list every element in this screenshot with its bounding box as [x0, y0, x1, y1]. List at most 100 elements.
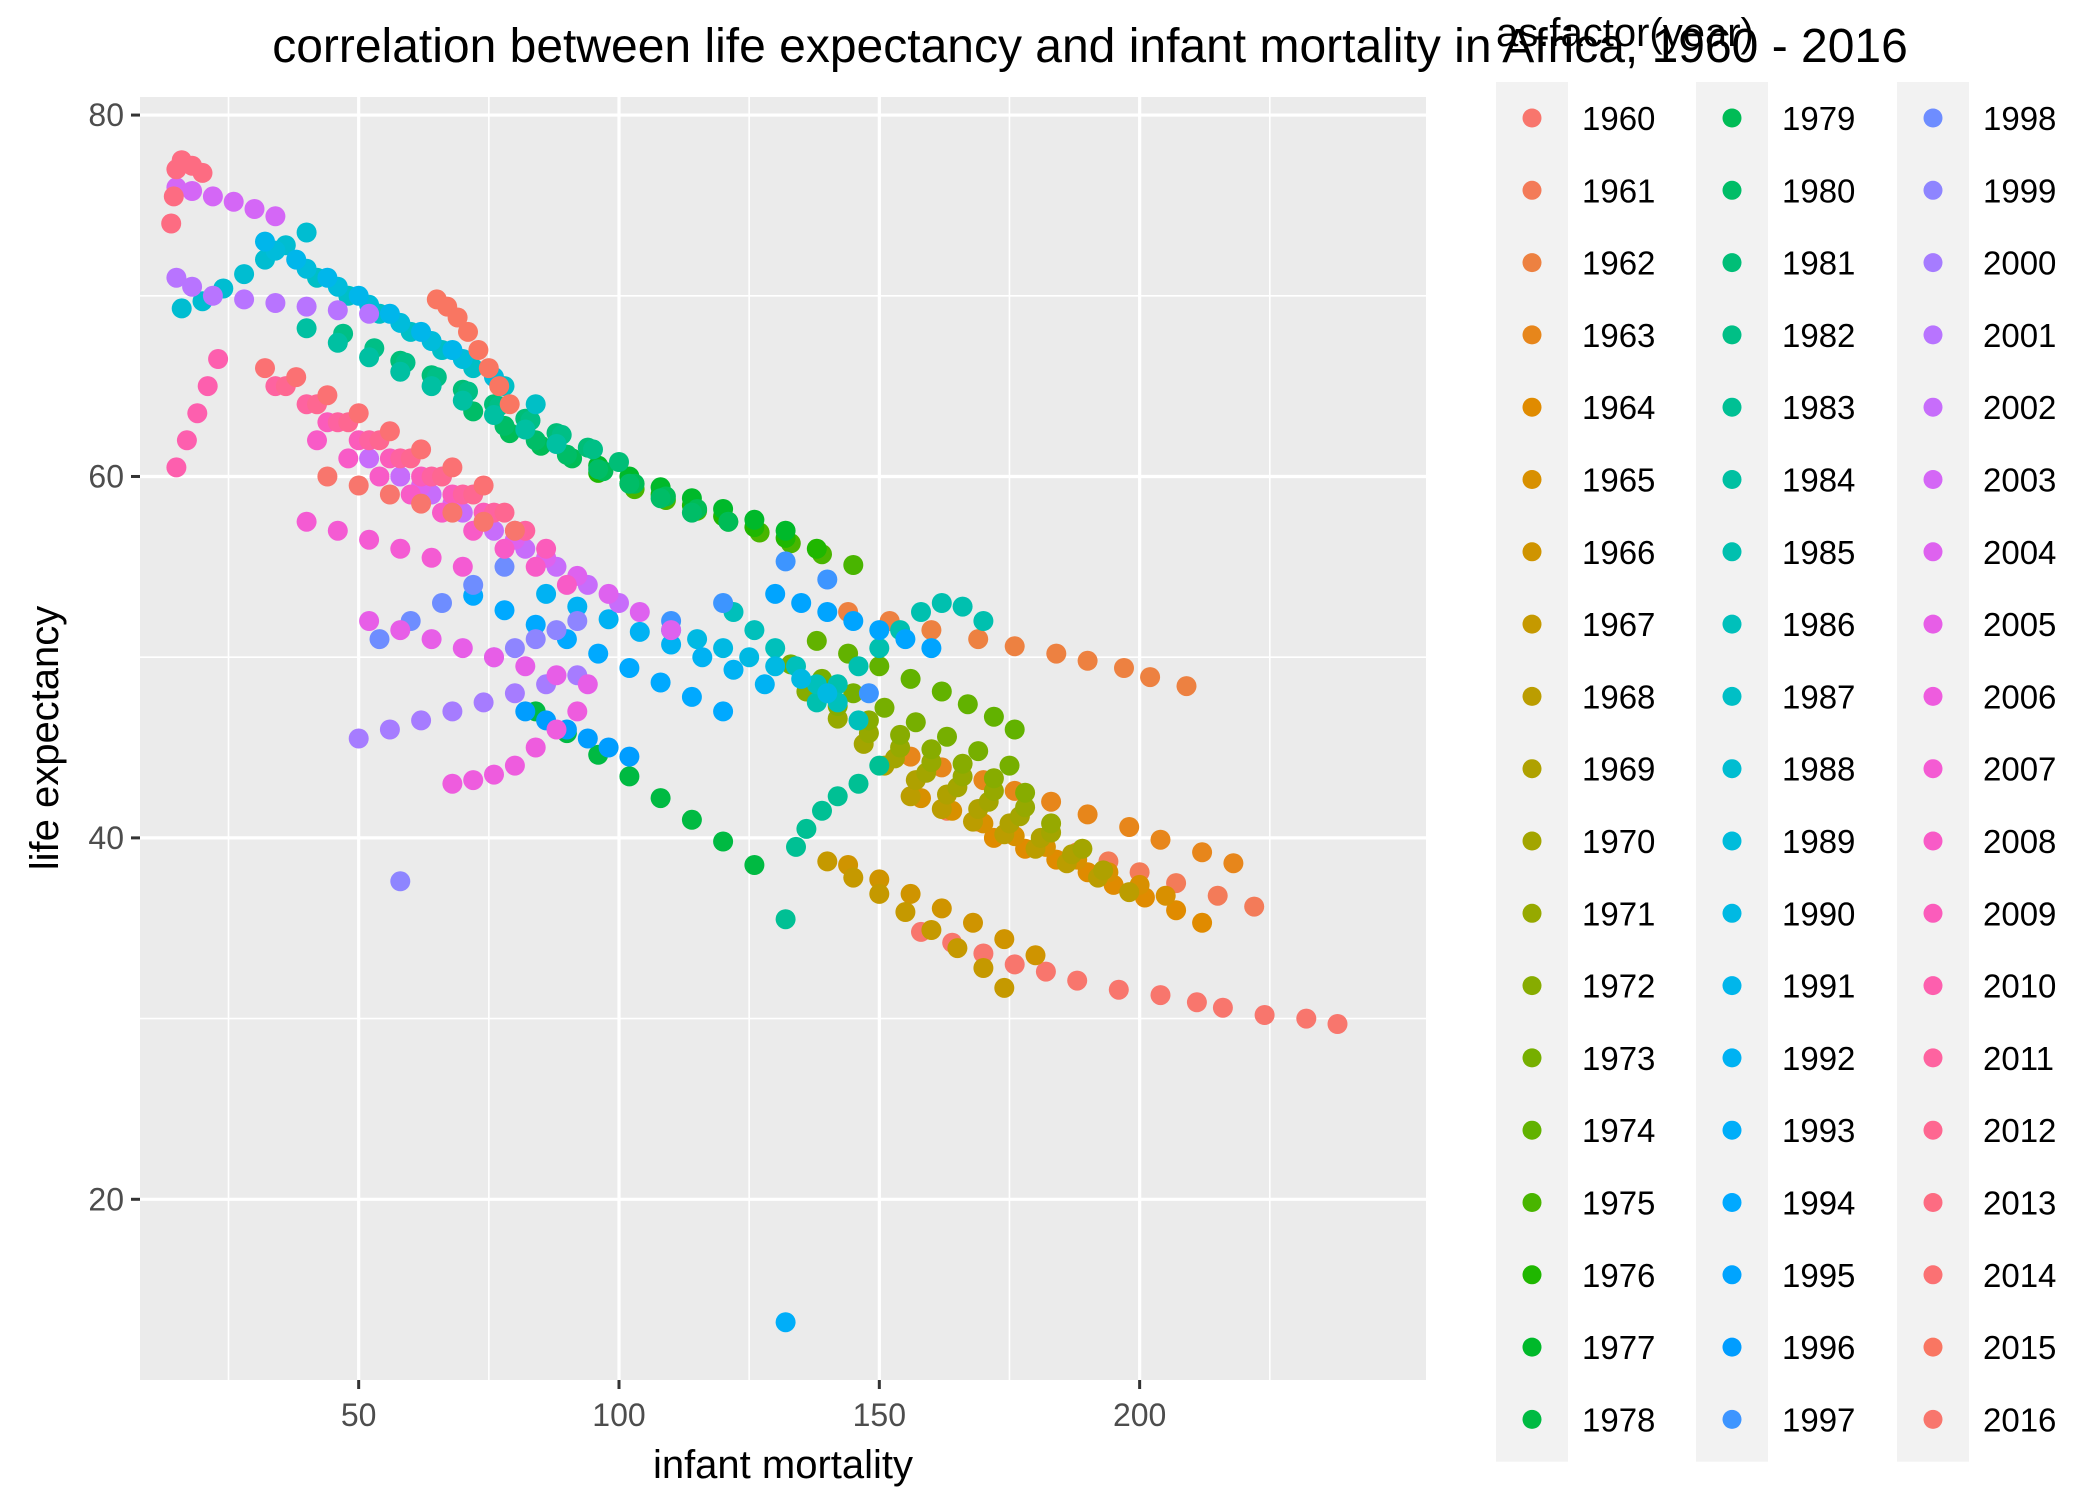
data-point-1978	[713, 831, 734, 852]
data-point-2000	[379, 719, 400, 740]
data-point-1992	[598, 609, 619, 630]
legend-key-1970	[1522, 831, 1542, 851]
data-point-1983	[775, 909, 796, 930]
legend-label-1981: 1981	[1782, 245, 1855, 282]
data-point-1994	[681, 686, 702, 707]
data-point-2008	[494, 538, 515, 559]
data-point-1973	[937, 726, 957, 747]
data-point-2006	[463, 770, 484, 791]
data-point-2008	[307, 430, 327, 451]
data-point-1972	[1015, 782, 1036, 803]
legend-key-2014	[1923, 1265, 1943, 1285]
data-point-2005	[515, 656, 536, 677]
legend-label-1984: 1984	[1782, 462, 1855, 499]
legend-label-1969: 1969	[1582, 751, 1655, 788]
data-point-1991	[317, 267, 338, 288]
data-point-1985	[848, 656, 869, 677]
data-point-2014	[317, 385, 338, 406]
data-point-2001	[296, 296, 317, 317]
legend-label-1994: 1994	[1782, 1185, 1855, 1222]
data-point-2002	[359, 448, 380, 469]
legend-label-2001: 2001	[1983, 317, 2056, 354]
data-point-1986	[765, 638, 786, 659]
legend-key-1980	[1722, 180, 1742, 200]
data-point-1980	[619, 473, 640, 494]
legend-label-1962: 1962	[1582, 245, 1655, 282]
data-point-1996	[577, 728, 598, 749]
legend-label-1996: 1996	[1782, 1329, 1855, 1366]
data-point-2008	[525, 556, 546, 577]
data-point-2001	[265, 293, 286, 313]
data-point-2008	[338, 448, 359, 469]
data-point-1983	[869, 755, 890, 776]
data-point-2013	[161, 213, 182, 234]
data-point-2003	[182, 181, 203, 201]
legend-key-2011	[1923, 1048, 1943, 1068]
legend-key-1993	[1722, 1120, 1742, 1140]
data-point-2005	[421, 629, 442, 650]
legend-label-1997: 1997	[1782, 1401, 1855, 1438]
data-point-1984	[515, 419, 536, 440]
data-point-1995	[921, 638, 942, 659]
data-point-1973	[874, 697, 895, 718]
data-point-1967	[817, 851, 838, 872]
data-point-1963	[1119, 817, 1140, 837]
data-point-2003	[202, 186, 223, 207]
data-point-1983	[796, 818, 817, 839]
data-point-2008	[556, 574, 577, 595]
data-point-1967	[895, 902, 916, 922]
data-point-1997	[775, 551, 796, 572]
data-point-2007	[296, 511, 317, 532]
legend-key-1987	[1722, 686, 1742, 706]
data-point-1994	[650, 672, 671, 693]
legend-key-1976	[1522, 1265, 1542, 1285]
data-point-1960	[1004, 954, 1025, 975]
data-point-1960	[1035, 961, 1056, 982]
legend-key-2003	[1923, 470, 1943, 489]
data-point-1969	[1093, 860, 1114, 881]
data-point-1976	[806, 538, 827, 559]
legend-key-2001	[1923, 325, 1943, 345]
data-point-1965	[1155, 885, 1176, 906]
data-point-1960	[1296, 1008, 1317, 1029]
legend-label-2003: 2003	[1983, 462, 2056, 499]
data-point-1995	[869, 620, 890, 641]
data-point-1973	[999, 755, 1020, 776]
legend: as.factor(year) 1960 1961 1962 1963 1964 1965…	[1496, 11, 2056, 1462]
legend-key-1965	[1522, 470, 1542, 489]
legend-label-1967: 1967	[1582, 606, 1655, 643]
data-point-2001	[202, 285, 223, 306]
data-point-1990	[817, 683, 838, 704]
legend-label-1986: 1986	[1782, 606, 1855, 643]
legend-label-1979: 1979	[1782, 100, 1855, 137]
legend-key-1960	[1522, 108, 1542, 128]
data-point-1960	[973, 943, 994, 964]
data-point-1994	[525, 614, 546, 635]
data-point-1992	[723, 659, 744, 680]
data-point-2010	[176, 430, 197, 451]
legend-columns: 1960 1961 1962 1963 1964 1965 1966 1967 1968 1969…	[1496, 82, 2056, 1462]
data-point-1971	[1015, 797, 1036, 818]
y-tick-label: 60	[88, 458, 124, 494]
legend-label-1973: 1973	[1582, 1040, 1655, 1077]
data-point-1967	[843, 867, 864, 888]
data-point-1991	[411, 321, 432, 342]
data-point-1984	[359, 347, 380, 368]
legend-label-1990: 1990	[1782, 895, 1855, 932]
data-point-2016	[317, 466, 338, 487]
data-point-1977	[744, 509, 765, 530]
data-point-2012	[494, 502, 515, 523]
legend-key-1966	[1522, 542, 1542, 562]
legend-key-2004	[1923, 542, 1943, 562]
data-point-2003	[223, 191, 244, 212]
legend-label-1965: 1965	[1582, 462, 1655, 499]
data-point-2014	[255, 358, 275, 379]
y-axis-label: life expectancy	[23, 606, 67, 871]
data-point-2001	[182, 276, 203, 297]
data-point-2000	[411, 710, 432, 731]
legend-label-2016: 2016	[1983, 1401, 2056, 1438]
legend-label-2005: 2005	[1983, 606, 2056, 643]
data-point-2006	[442, 773, 463, 794]
legend-key-1983	[1722, 397, 1742, 417]
